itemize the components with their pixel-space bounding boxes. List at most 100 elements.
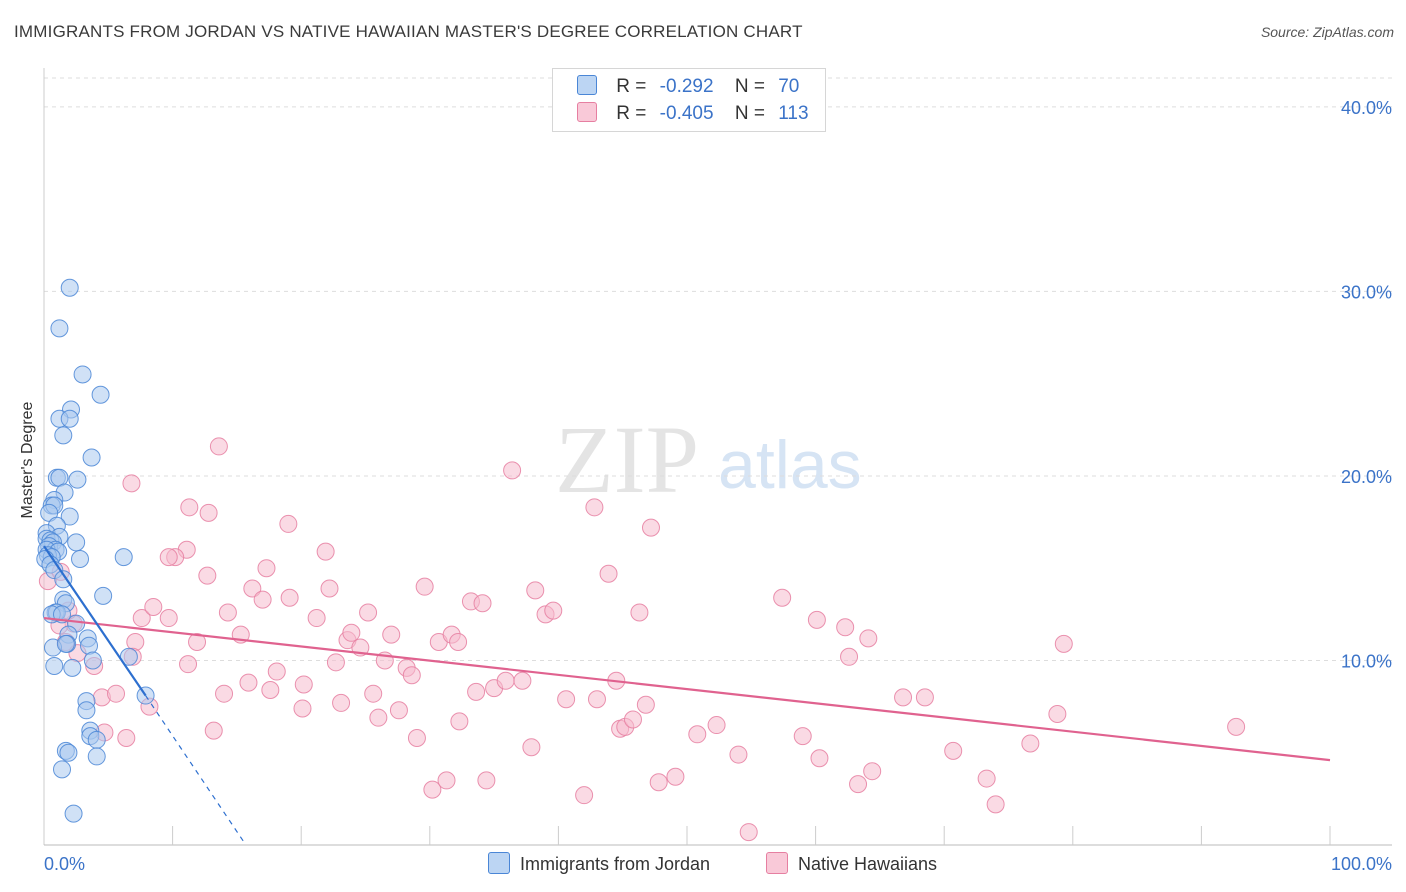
data-point-native-hawaiians	[630, 603, 649, 622]
data-point-native-hawaiians	[199, 503, 218, 522]
data-point-native-hawaiians	[267, 662, 286, 681]
data-point-native-hawaiians	[986, 795, 1005, 814]
data-point-immigrants-from-jordan	[68, 470, 87, 489]
data-point-immigrants-from-jordan	[53, 760, 72, 779]
data-point-immigrants-from-jordan	[60, 409, 79, 428]
data-point-native-hawaiians	[253, 590, 272, 609]
data-point-immigrants-from-jordan	[45, 657, 64, 676]
data-point-native-hawaiians	[688, 725, 707, 744]
legend-swatch-jordan	[577, 75, 597, 95]
watermark-zip: ZIP	[555, 406, 699, 513]
chart-title: IMMIGRANTS FROM JORDAN VS NATIVE HAWAIIA…	[14, 22, 803, 41]
legend-r-value: -0.405	[659, 103, 714, 124]
data-point-immigrants-from-jordan	[87, 730, 106, 749]
data-point-immigrants-from-jordan	[114, 548, 133, 567]
data-point-native-hawaiians	[209, 437, 228, 456]
data-point-native-hawaiians	[649, 773, 668, 792]
bottom-legend-swatch-hawaiians	[766, 852, 788, 874]
data-point-native-hawaiians	[836, 618, 855, 637]
data-point-immigrants-from-jordan	[59, 743, 78, 762]
data-point-native-hawaiians	[437, 771, 456, 790]
data-point-immigrants-from-jordan	[87, 747, 106, 766]
bottom-legend-jordan: Immigrants from Jordan	[488, 852, 710, 875]
legend-r-label: R =	[616, 103, 647, 124]
data-point-immigrants-from-jordan	[77, 701, 96, 720]
data-point-native-hawaiians	[739, 823, 758, 842]
data-point-native-hawaiians	[117, 728, 136, 747]
legend-r-value: -0.292	[659, 76, 714, 97]
bottom-legend-swatch-jordan	[488, 852, 510, 874]
data-point-native-hawaiians	[807, 610, 826, 629]
data-point-immigrants-from-jordan	[54, 426, 73, 445]
data-point-native-hawaiians	[449, 633, 468, 652]
data-point-native-hawaiians	[159, 548, 178, 567]
data-point-native-hawaiians	[294, 675, 313, 694]
y-tick-label: 10.0%	[1341, 651, 1392, 671]
bottom-legend-label-hawaiians: Native Hawaiians	[798, 854, 938, 874]
data-point-immigrants-from-jordan	[94, 586, 113, 605]
data-point-native-hawaiians	[599, 564, 618, 583]
data-point-native-hawaiians	[198, 566, 217, 585]
data-point-native-hawaiians	[522, 738, 541, 757]
data-point-native-hawaiians	[859, 629, 878, 648]
data-point-native-hawaiians	[636, 695, 655, 714]
data-point-native-hawaiians	[239, 673, 258, 692]
data-point-native-hawaiians	[575, 786, 594, 805]
data-point-immigrants-from-jordan	[64, 804, 83, 823]
y-tick-label: 20.0%	[1341, 467, 1392, 487]
legend-swatch-hawaiians	[577, 102, 597, 122]
data-point-native-hawaiians	[863, 762, 882, 781]
data-point-native-hawaiians	[257, 559, 276, 578]
watermark: ZIP atlas	[555, 406, 862, 513]
source-note: Source: ZipAtlas.com	[1260, 24, 1394, 40]
data-point-native-hawaiians	[188, 633, 207, 652]
data-point-native-hawaiians	[1048, 704, 1067, 723]
legend-n-value: 113	[778, 103, 809, 124]
data-point-immigrants-from-jordan	[82, 448, 101, 467]
data-point-native-hawaiians	[840, 647, 859, 666]
data-point-native-hawaiians	[1021, 734, 1040, 753]
data-point-native-hawaiians	[1054, 634, 1073, 653]
data-point-native-hawaiians	[280, 588, 299, 607]
trend-line-immigrants-from-jordan	[43, 545, 147, 697]
x-tick-label-min: 0.0%	[44, 854, 85, 874]
data-point-native-hawaiians	[261, 681, 280, 699]
data-point-immigrants-from-jordan	[67, 533, 86, 552]
data-point-native-hawaiians	[359, 603, 378, 622]
data-point-native-hawaiians	[496, 671, 515, 690]
data-point-native-hawaiians	[473, 594, 492, 613]
data-point-native-hawaiians	[707, 716, 726, 735]
data-point-native-hawaiians	[243, 579, 262, 598]
data-point-native-hawaiians	[307, 609, 326, 628]
data-point-native-hawaiians	[159, 609, 178, 628]
series-immigrants-from-jordan	[36, 278, 155, 823]
legend-n-label: N =	[734, 103, 765, 124]
data-point-immigrants-from-jordan	[50, 319, 69, 338]
data-point-immigrants-from-jordan	[60, 507, 79, 526]
data-point-native-hawaiians	[316, 542, 335, 561]
data-point-native-hawaiians	[369, 708, 388, 727]
data-point-native-hawaiians	[467, 682, 486, 701]
data-point-native-hawaiians	[332, 693, 351, 712]
data-point-native-hawaiians	[407, 728, 426, 747]
data-point-immigrants-from-jordan	[71, 549, 90, 568]
data-point-native-hawaiians	[557, 690, 576, 709]
data-point-native-hawaiians	[218, 603, 237, 622]
trend-line-extension-immigrants-from-jordan	[145, 695, 247, 846]
data-point-native-hawaiians	[293, 699, 312, 718]
data-point-native-hawaiians	[773, 588, 792, 607]
data-point-native-hawaiians	[107, 684, 126, 703]
data-point-native-hawaiians	[477, 771, 496, 790]
data-point-native-hawaiians	[144, 597, 163, 616]
data-point-native-hawaiians	[180, 498, 199, 517]
data-point-native-hawaiians	[364, 684, 383, 703]
data-point-immigrants-from-jordan	[60, 278, 79, 297]
data-point-immigrants-from-jordan	[56, 634, 75, 653]
data-point-native-hawaiians	[894, 688, 913, 707]
data-point-native-hawaiians	[215, 684, 234, 703]
data-point-native-hawaiians	[402, 666, 421, 685]
data-point-native-hawaiians	[132, 609, 151, 628]
data-point-native-hawaiians	[729, 745, 748, 764]
data-point-native-hawaiians	[513, 671, 532, 690]
